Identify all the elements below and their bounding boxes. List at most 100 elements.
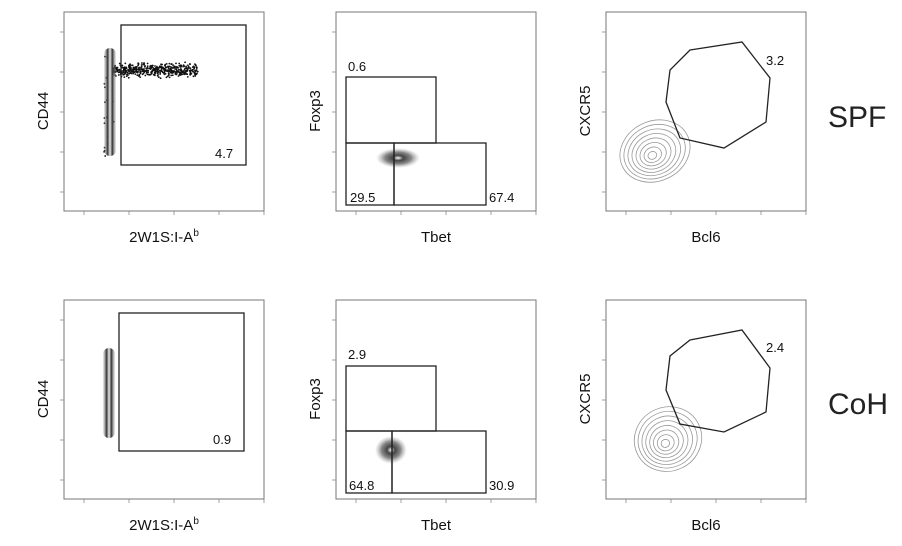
event-dot	[167, 65, 169, 68]
event-dot	[180, 73, 183, 76]
x-axis-label: Tbet	[421, 517, 452, 534]
gate-value: 3.2	[766, 53, 784, 68]
event-dot	[146, 65, 149, 68]
event-dot	[165, 66, 168, 69]
event-dot	[157, 68, 160, 71]
dot-cloud	[103, 52, 199, 157]
event-dot	[176, 70, 178, 73]
event-dot	[151, 65, 154, 68]
event-dot	[104, 155, 107, 157]
event-dot	[192, 65, 195, 68]
event-dot	[157, 66, 160, 69]
event-dot	[144, 74, 147, 77]
plot-frame	[605, 299, 807, 500]
event-dot	[180, 69, 183, 72]
event-dot	[140, 67, 143, 69]
event-dot	[175, 62, 177, 65]
event-dot	[153, 73, 156, 76]
event-dot	[164, 64, 166, 66]
event-dot	[127, 69, 130, 71]
event-dot	[171, 74, 174, 77]
gate-value: 2.4	[766, 340, 784, 355]
gate-rectangle	[118, 312, 245, 452]
event-dot	[118, 62, 121, 65]
gate-foxp3-pos	[345, 76, 437, 144]
contour-line	[631, 133, 677, 173]
event-dot	[147, 69, 150, 72]
event-dot	[185, 66, 188, 69]
event-dot	[124, 72, 126, 75]
contour-line	[633, 406, 703, 472]
event-dot	[161, 63, 164, 66]
event-dot	[194, 75, 197, 77]
event-dot	[195, 68, 198, 70]
event-dot	[183, 72, 186, 75]
contour-line	[645, 420, 689, 462]
gate-polygon	[665, 329, 771, 433]
row-label: CoH	[828, 388, 888, 421]
contour-cluster	[633, 406, 703, 472]
event-dot	[193, 72, 196, 75]
event-dot	[164, 73, 167, 75]
event-dot	[123, 76, 126, 78]
event-dot	[159, 71, 162, 74]
event-dot	[156, 72, 159, 75]
event-dot	[163, 71, 166, 74]
contour-line	[653, 429, 680, 455]
y-axis-label: CXCR5	[577, 86, 594, 137]
event-dot	[194, 63, 196, 65]
axis-ticks	[60, 31, 807, 503]
event-dot	[143, 65, 146, 68]
event-dot	[189, 69, 192, 71]
event-dot	[195, 66, 198, 68]
event-dot	[153, 69, 156, 72]
event-dot	[125, 71, 128, 73]
event-dot	[130, 70, 133, 73]
event-dot	[132, 66, 135, 69]
event-dot	[175, 68, 178, 71]
gate-polygon	[665, 41, 771, 149]
event-dot	[178, 62, 181, 65]
event-dot	[181, 65, 183, 68]
event-dot	[138, 66, 140, 69]
event-dot	[188, 66, 191, 69]
event-dot	[179, 65, 182, 67]
event-dot	[186, 76, 189, 78]
event-dot	[175, 73, 178, 75]
event-dot	[141, 73, 144, 76]
plot-frame	[63, 299, 265, 500]
event-dot	[170, 66, 172, 68]
event-dot	[168, 76, 171, 79]
event-dot	[140, 65, 143, 68]
x-axis-label: 2W1S:I-Ab	[129, 516, 199, 534]
event-dot	[154, 67, 157, 70]
gate-value: 64.8	[349, 478, 374, 493]
event-dot	[186, 73, 189, 76]
density-strip	[103, 348, 115, 438]
panel-spf-foxp3-tbet: 0.6 29.5 67.4 Tbet Foxp3	[307, 11, 537, 246]
gate-value: 0.6	[348, 59, 366, 74]
event-dot	[154, 65, 156, 67]
event-dot	[130, 66, 132, 69]
event-dot	[162, 66, 165, 69]
contour-line	[643, 146, 662, 163]
event-dot	[170, 74, 173, 77]
event-dot	[178, 68, 180, 71]
event-dot	[196, 72, 198, 75]
event-dot	[145, 72, 148, 74]
event-dot	[128, 66, 131, 69]
event-dot	[130, 72, 133, 75]
gate-foxp3-neg-tbet-pos	[393, 142, 487, 206]
panel-coh-foxp3-tbet: 2.9 64.8 30.9 Tbet Foxp3	[307, 299, 537, 534]
event-dot	[146, 67, 149, 70]
event-dot	[160, 70, 163, 73]
event-dot	[122, 73, 125, 76]
event-dot	[137, 64, 140, 67]
event-dot	[157, 76, 160, 79]
event-dot	[137, 62, 140, 65]
plot-frame	[605, 11, 807, 212]
event-dot	[115, 68, 118, 71]
event-dot	[170, 70, 173, 73]
contour-line	[635, 137, 672, 170]
x-axis-label: Bcl6	[691, 517, 720, 534]
